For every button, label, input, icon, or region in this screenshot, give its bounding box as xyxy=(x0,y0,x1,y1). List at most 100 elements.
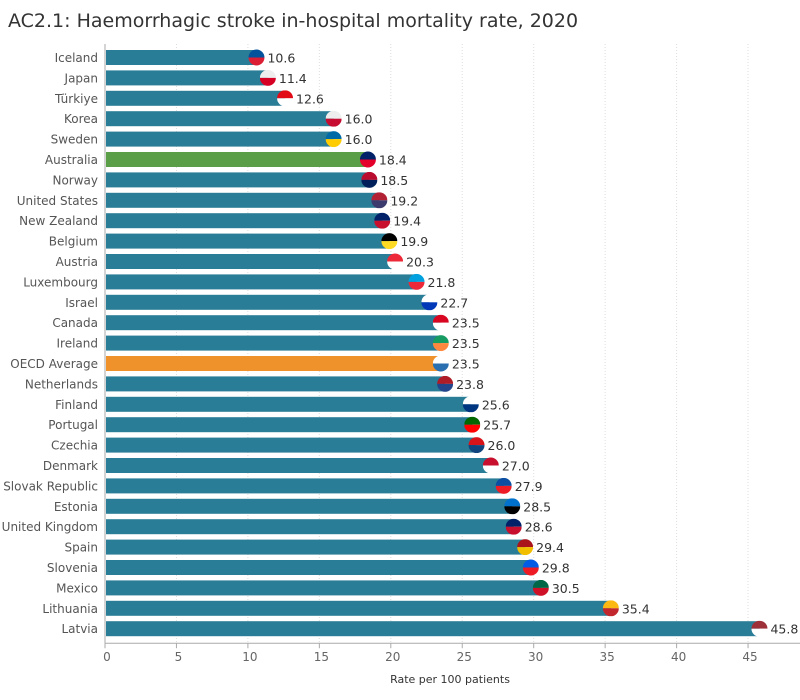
category-label: Denmark xyxy=(43,459,98,473)
bar xyxy=(106,600,611,616)
category-label: Portugal xyxy=(48,418,98,432)
flag-top xyxy=(504,498,521,507)
bar xyxy=(106,519,514,535)
flag-bottom xyxy=(432,363,449,372)
flag-bottom xyxy=(248,57,265,66)
x-tick-label: 25 xyxy=(457,650,472,664)
flag-bottom xyxy=(359,159,376,168)
flag-bottom xyxy=(432,343,449,352)
x-tick-label: 20 xyxy=(385,650,400,664)
x-axis-title: Rate per 100 patients xyxy=(390,673,510,686)
bar xyxy=(106,233,390,249)
flag-bottom xyxy=(437,383,454,392)
flag-icon xyxy=(482,457,499,474)
flag-bottom xyxy=(505,526,522,535)
data-label: 25.7 xyxy=(483,418,511,433)
data-label: 45.8 xyxy=(770,622,798,637)
flag-bottom xyxy=(374,220,391,229)
flag-top xyxy=(371,192,388,201)
category-label: Slovak Republic xyxy=(3,479,98,493)
flag-icon xyxy=(371,192,388,209)
category-label: Latvia xyxy=(61,622,98,636)
data-label: 20.3 xyxy=(406,255,434,270)
flag-top xyxy=(462,396,479,405)
data-label: 29.8 xyxy=(542,561,570,576)
bar xyxy=(106,621,760,637)
flag-icon xyxy=(522,559,539,576)
data-label: 23.5 xyxy=(452,357,480,372)
flag-top xyxy=(325,131,342,140)
flag-bottom xyxy=(602,608,619,617)
flag-top xyxy=(482,457,499,466)
flag-top xyxy=(468,437,485,446)
bar xyxy=(106,70,268,86)
data-label: 21.8 xyxy=(428,275,456,290)
flag-icon xyxy=(462,396,479,413)
bar xyxy=(106,396,471,412)
flag-bottom xyxy=(387,261,404,270)
flag-top xyxy=(495,477,512,486)
flag-icon xyxy=(505,518,522,535)
flag-icon xyxy=(532,579,549,596)
flag-icon xyxy=(277,90,294,107)
bar xyxy=(106,498,513,514)
flag-bottom xyxy=(421,302,438,311)
category-label: Iceland xyxy=(55,51,98,65)
flag-icon xyxy=(381,233,398,250)
category-label: Mexico xyxy=(56,581,98,595)
bar xyxy=(106,356,441,371)
data-label: 16.0 xyxy=(345,112,373,127)
category-label: Netherlands xyxy=(25,377,98,391)
bar xyxy=(106,152,368,167)
x-tick-label: 35 xyxy=(600,650,615,664)
bar xyxy=(106,294,430,310)
flag-icon xyxy=(248,49,265,66)
data-label: 28.6 xyxy=(525,520,553,535)
flag-top xyxy=(421,294,438,303)
category-label: Austria xyxy=(56,255,98,269)
x-tick-label: 45 xyxy=(742,650,757,664)
bar xyxy=(106,335,441,351)
flag-icon xyxy=(464,416,481,433)
flag-top xyxy=(374,212,391,221)
data-label: 18.4 xyxy=(379,153,407,168)
flag-top xyxy=(259,69,276,78)
bar xyxy=(106,539,526,555)
data-label: 16.0 xyxy=(345,132,373,147)
category-label: Japan xyxy=(64,71,98,85)
category-label: Estonia xyxy=(54,500,98,514)
category-label: Korea xyxy=(64,112,98,126)
category-label: Türkiye xyxy=(54,92,98,106)
flag-icon xyxy=(751,620,768,637)
flag-bottom xyxy=(432,322,449,331)
x-tick-label: 10 xyxy=(242,650,257,664)
category-label: Israel xyxy=(65,296,98,310)
flag-top xyxy=(432,355,449,364)
flag-icon xyxy=(437,375,454,392)
category-label: United Kingdom xyxy=(2,520,98,534)
bar xyxy=(106,254,396,269)
flag-top xyxy=(432,314,449,323)
data-label: 23.5 xyxy=(452,336,480,351)
flag-icon xyxy=(325,131,342,148)
data-label: 19.2 xyxy=(390,193,418,208)
flag-bottom xyxy=(462,404,479,413)
flag-bottom xyxy=(371,200,388,209)
category-label: Luxembourg xyxy=(23,275,98,289)
data-label: 10.6 xyxy=(267,51,295,66)
bar xyxy=(106,213,383,229)
category-label: Czechia xyxy=(51,439,98,453)
flag-icon xyxy=(432,314,449,331)
flag-icon xyxy=(374,212,391,229)
bar xyxy=(106,192,380,208)
flag-top xyxy=(751,620,768,629)
bar xyxy=(106,560,531,575)
flag-top xyxy=(464,416,481,425)
flag-icon xyxy=(387,253,404,270)
flag-icon xyxy=(495,477,512,494)
flag-top xyxy=(505,518,522,527)
flag-top xyxy=(602,600,619,609)
category-label: Ireland xyxy=(56,337,98,351)
data-label: 29.4 xyxy=(536,540,564,555)
data-label: 30.5 xyxy=(552,581,580,596)
